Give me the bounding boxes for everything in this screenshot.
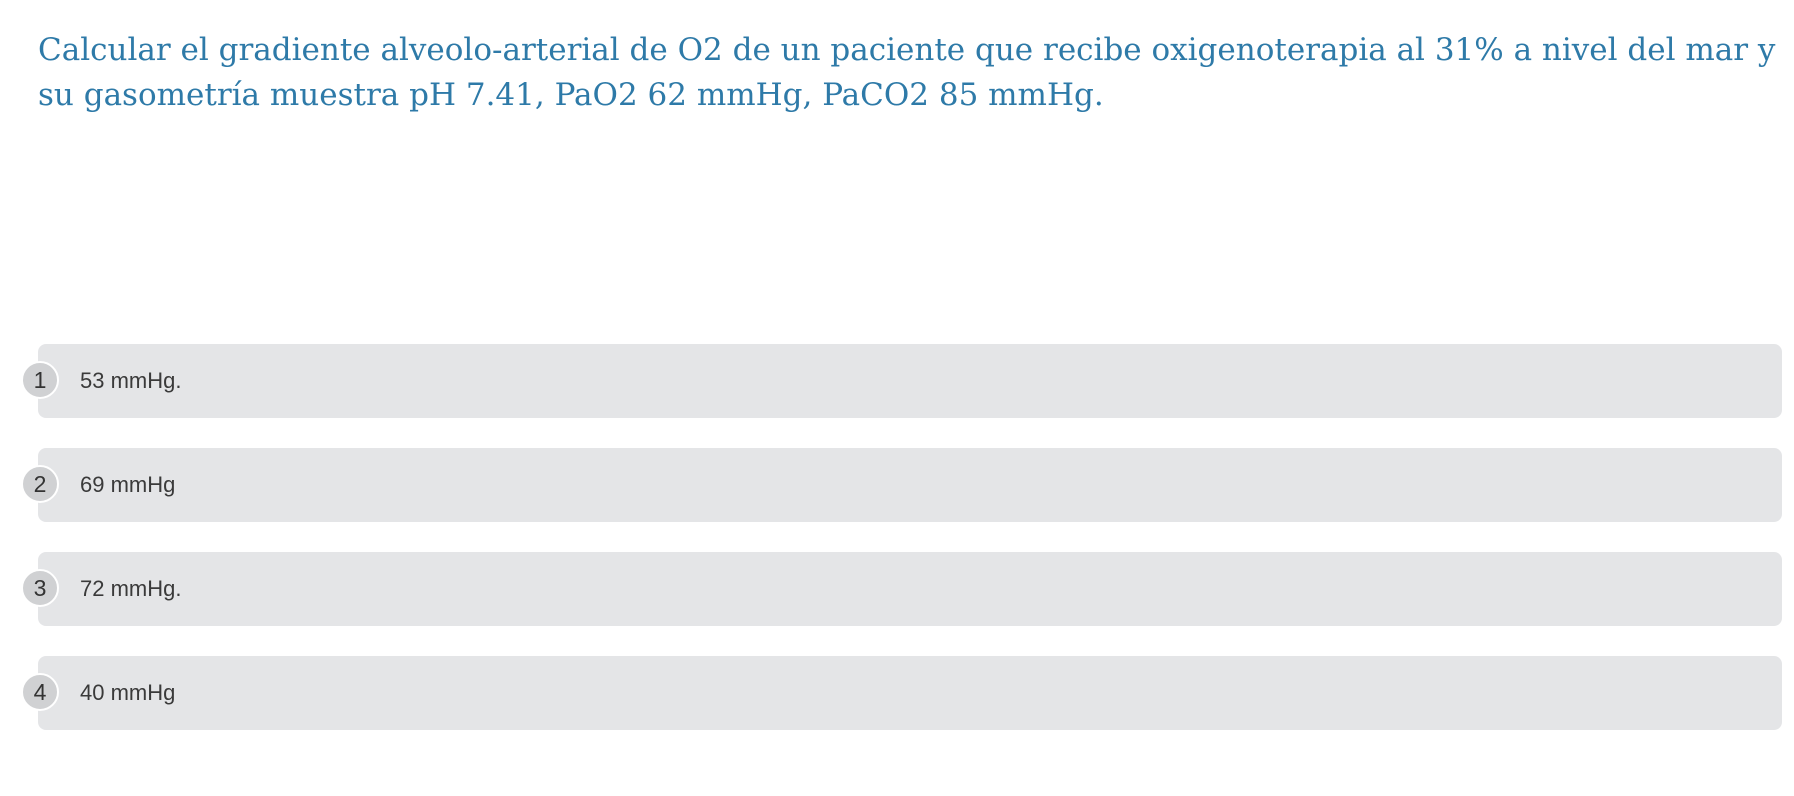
option-label: 72 mmHg. xyxy=(80,576,182,601)
answer-option-3[interactable]: 3 72 mmHg. xyxy=(21,552,1782,626)
answer-option-4[interactable]: 4 40 mmHg xyxy=(21,656,1782,730)
option-label: 53 mmHg. xyxy=(80,368,182,393)
option-number-badge: 1 xyxy=(21,361,59,399)
option-number-badge: 2 xyxy=(21,465,59,503)
question-text: Calcular el gradiente alveolo-arterial d… xyxy=(38,32,1776,113)
answer-options: 1 53 mmHg. 2 69 mmHg 3 72 mmHg. 4 40 mmH… xyxy=(0,344,1794,760)
option-number-badge: 4 xyxy=(21,673,59,711)
answer-option-2[interactable]: 2 69 mmHg xyxy=(21,448,1782,522)
option-label: 40 mmHg xyxy=(80,680,176,705)
answer-option-1[interactable]: 1 53 mmHg. xyxy=(21,344,1782,418)
option-number-badge: 3 xyxy=(21,569,59,607)
option-label: 69 mmHg xyxy=(80,472,176,497)
